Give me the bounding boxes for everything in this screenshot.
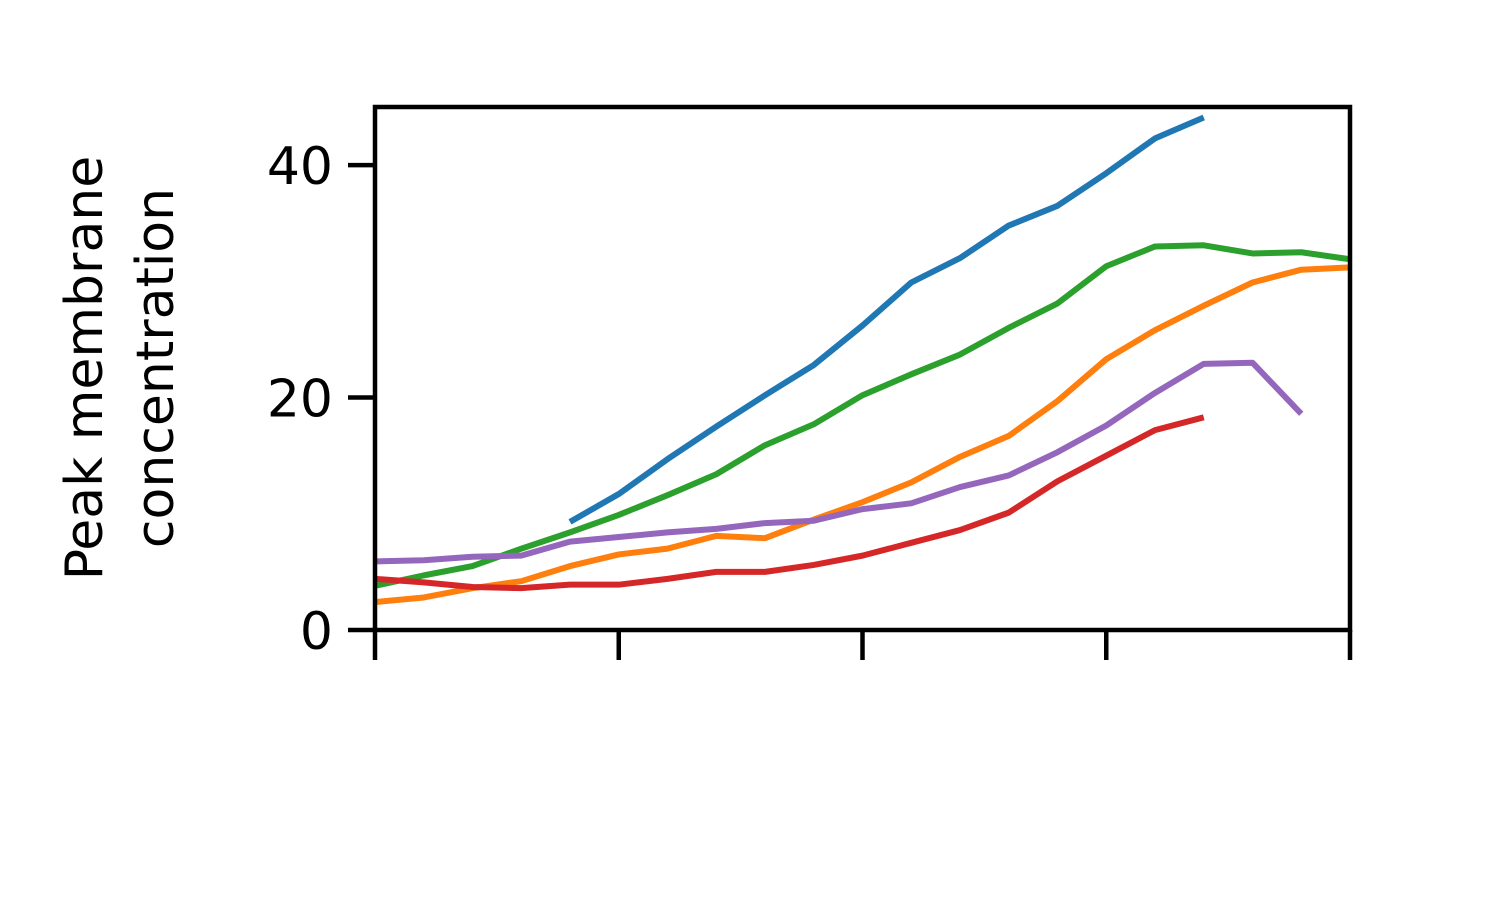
- axis-ticks: 0 20 40: [267, 137, 1353, 662]
- y-tick-label-40: 40: [267, 137, 333, 197]
- series-lines: [374, 114, 1351, 606]
- y-tick-label-0: 0: [300, 602, 333, 662]
- series-line-2: [374, 264, 1351, 606]
- y-axis-label-line1: Peak membrane: [55, 156, 115, 581]
- series-line-4: [374, 414, 1205, 592]
- series-line-5: [374, 359, 1304, 565]
- series-line-3: [374, 242, 1351, 589]
- series-line-1: [568, 114, 1205, 525]
- y-tick-label-20: 20: [267, 370, 333, 430]
- y-axis-label-line2: concentration: [126, 188, 186, 548]
